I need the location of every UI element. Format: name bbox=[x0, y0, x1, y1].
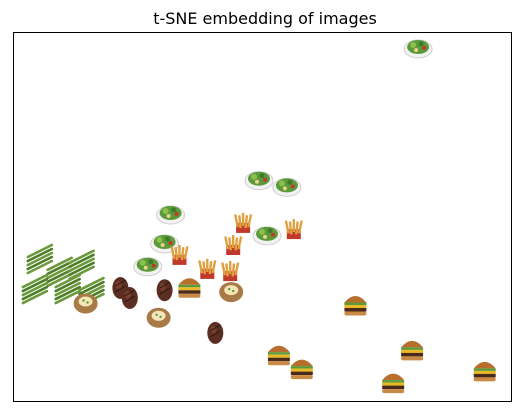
salad-thumbnail-point bbox=[244, 171, 274, 191]
salad-thumbnail-point bbox=[133, 257, 163, 277]
burger-thumbnail-point bbox=[290, 359, 313, 380]
salad-thumbnail-point bbox=[272, 177, 302, 197]
fries-thumbnail-point bbox=[224, 235, 243, 255]
plot-area bbox=[13, 32, 512, 402]
asparagus-thumbnail-point bbox=[54, 273, 81, 305]
burger-thumbnail-point bbox=[473, 361, 496, 382]
burger-thumbnail-point bbox=[178, 278, 201, 298]
salad-thumbnail-point bbox=[252, 226, 282, 246]
fries-thumbnail-point bbox=[198, 258, 217, 279]
fries-thumbnail-point bbox=[284, 219, 303, 240]
salad-thumbnail-point bbox=[156, 205, 186, 225]
potato-thumbnail-point bbox=[219, 282, 244, 303]
burger-thumbnail-point bbox=[267, 345, 290, 366]
salad-thumbnail-point bbox=[403, 39, 433, 59]
asparagus-thumbnail-point bbox=[21, 273, 49, 305]
asparagus-thumbnail-point bbox=[46, 256, 74, 288]
burger-thumbnail-point bbox=[344, 296, 367, 316]
burger-thumbnail-point bbox=[401, 340, 424, 361]
asparagus-thumbnail-point bbox=[26, 243, 54, 275]
salad-thumbnail-point bbox=[150, 234, 180, 254]
chart-title: t-SNE embedding of images bbox=[153, 9, 377, 28]
potato-thumbnail-point bbox=[73, 293, 98, 314]
points-layer bbox=[21, 39, 496, 394]
potato-thumbnail-point bbox=[146, 307, 171, 328]
burger-thumbnail-point bbox=[382, 373, 405, 394]
steak-thumbnail-point bbox=[156, 279, 173, 302]
steak-thumbnail-point bbox=[121, 287, 138, 309]
fries-thumbnail-point bbox=[233, 212, 253, 233]
fries-thumbnail-point bbox=[170, 244, 189, 265]
fries-thumbnail-point bbox=[221, 261, 240, 282]
steak-thumbnail-point bbox=[207, 321, 224, 344]
